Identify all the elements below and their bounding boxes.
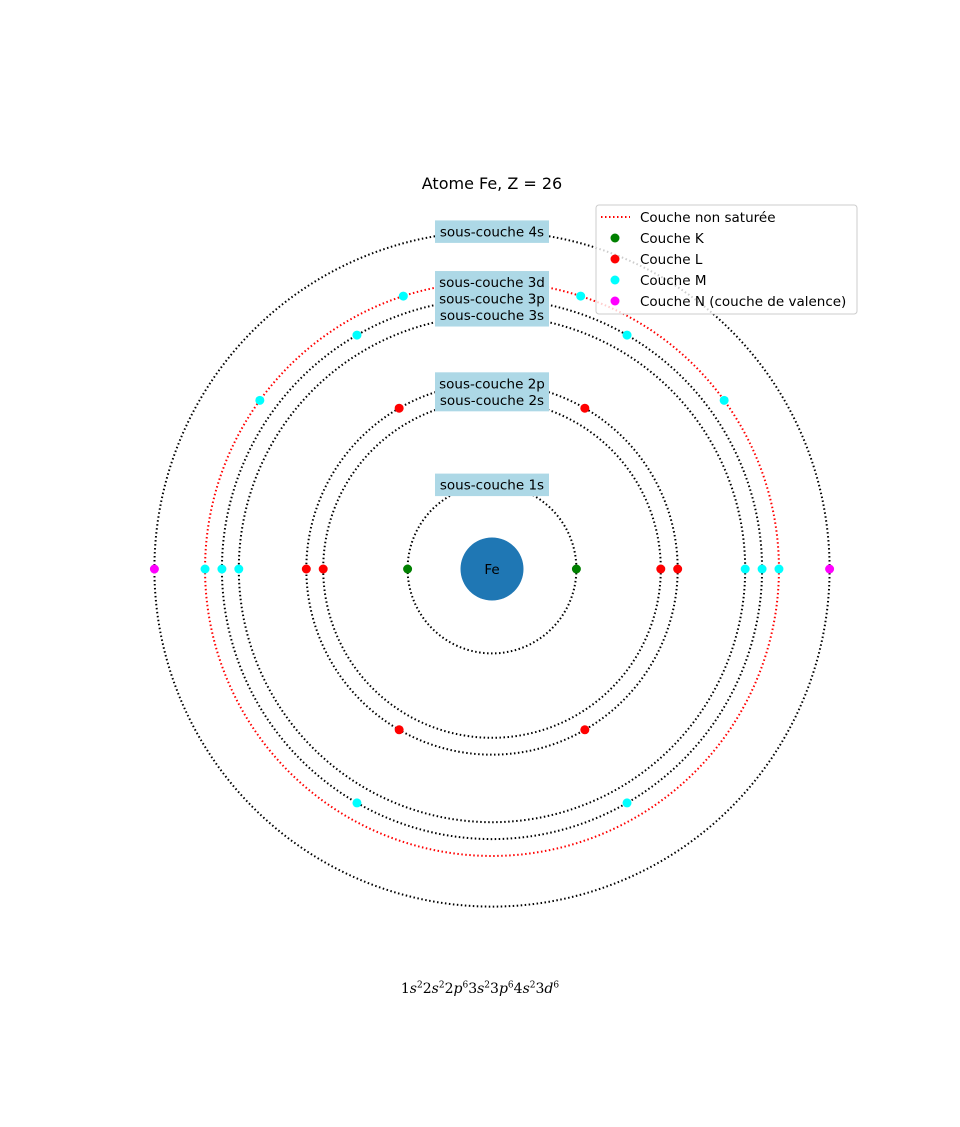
diagram-title: Atome Fe, Z = 26	[422, 174, 562, 193]
electron-2p	[301, 564, 311, 574]
config-subshell-letter: s	[477, 980, 485, 997]
label-box	[435, 372, 549, 412]
subshell-label: sous-couche 4s	[440, 224, 544, 240]
electron-3p	[622, 330, 632, 340]
electron-3d	[398, 291, 408, 301]
config-shell-number: 3	[535, 980, 545, 997]
electron-3d	[255, 395, 265, 405]
config-subshell-letter: s	[409, 980, 417, 997]
electrons	[149, 291, 835, 808]
legend-dot-marker	[610, 254, 620, 264]
electron-3s	[740, 564, 750, 574]
electron-2p	[673, 564, 683, 574]
config-term: 3d6	[535, 980, 560, 997]
config-term: 1s2	[400, 980, 423, 997]
config-subshell-letter: p	[498, 980, 508, 997]
config-subshell-letter: s	[431, 980, 439, 997]
electron-2p	[394, 403, 404, 413]
electron-3p	[757, 564, 767, 574]
electron-3s	[234, 564, 244, 574]
legend-frame	[595, 204, 858, 315]
legend-dot-marker	[610, 233, 620, 243]
legend-dot-marker	[610, 275, 620, 285]
subshell-label-group: sous-couche 4s	[435, 220, 549, 243]
nucleus-circle	[460, 537, 524, 601]
config-shell-number: 2	[444, 980, 454, 997]
config-shell-number: 3	[490, 980, 499, 997]
config-subshell-letter: p	[453, 980, 463, 997]
legend-entry-label: Couche N (couche de valence)	[640, 294, 846, 310]
config-shell-number: 1	[400, 980, 410, 997]
config-term: 3s2	[468, 980, 491, 997]
electron-3d	[774, 564, 784, 574]
electron-2s	[656, 564, 666, 574]
legend-entry-label: Couche K	[640, 231, 705, 247]
config-subshell-letter: d	[544, 980, 554, 997]
config-electron-count: 6	[507, 980, 514, 990]
nucleus: Fe	[460, 537, 524, 601]
config-term: 2p6	[444, 980, 469, 997]
config-electron-count: 2	[438, 980, 445, 990]
subshell-label: sous-couche 2s	[440, 393, 544, 409]
electron-2s	[318, 564, 328, 574]
config-term: 3p6	[490, 980, 514, 997]
config-electron-count: 6	[553, 980, 560, 990]
electron-configuration: 1s22s22p63s23p64s23d6	[0, 980, 960, 997]
config-electron-count: 2	[484, 980, 491, 990]
electron-1s	[571, 564, 581, 574]
electron-3p	[352, 330, 362, 340]
electron-3p	[622, 798, 632, 808]
config-shell-number: 3	[468, 980, 478, 997]
subshell-label: sous-couche 3p	[439, 292, 545, 308]
electron-3p	[352, 798, 362, 808]
electron-3d	[719, 395, 729, 405]
subshell-label: sous-couche 2p	[439, 376, 545, 392]
config-electron-count: 6	[462, 980, 469, 990]
subshell-label: sous-couche 3d	[439, 275, 545, 291]
electron-3d	[576, 291, 586, 301]
electron-2p	[580, 403, 590, 413]
legend-entry-label: Couche L	[640, 252, 703, 268]
config-electron-count: 2	[416, 980, 423, 990]
electron-3d	[200, 564, 210, 574]
config-subshell-letter: s	[522, 980, 530, 997]
label-box	[435, 220, 549, 243]
legend-entry-label: Couche non saturée	[640, 210, 776, 226]
config-shell-number: 4	[513, 980, 523, 997]
config-term: 4s2	[513, 980, 536, 997]
config-electron-count: 2	[529, 980, 536, 990]
electron-4s	[149, 564, 159, 574]
subshell-label-group: sous-couche 1s	[435, 473, 549, 497]
config-term: 2s2	[422, 980, 445, 997]
config-shell-number: 2	[422, 980, 432, 997]
legend-dot-marker	[610, 296, 620, 306]
subshell-label: sous-couche 1s	[440, 478, 544, 494]
label-box	[435, 271, 549, 327]
electron-3p	[217, 564, 227, 574]
legend: Couche non saturée Couche K Couche L Couche…	[595, 204, 858, 315]
nucleus-symbol: Fe	[484, 562, 499, 578]
electron-2p	[580, 725, 590, 735]
label-box	[435, 473, 549, 497]
subshell-label: sous-couche 3s	[440, 308, 544, 324]
legend-entry-label: Couche M	[640, 273, 706, 289]
electron-1s	[403, 564, 413, 574]
electron-4s	[825, 564, 835, 574]
electron-2p	[394, 725, 404, 735]
